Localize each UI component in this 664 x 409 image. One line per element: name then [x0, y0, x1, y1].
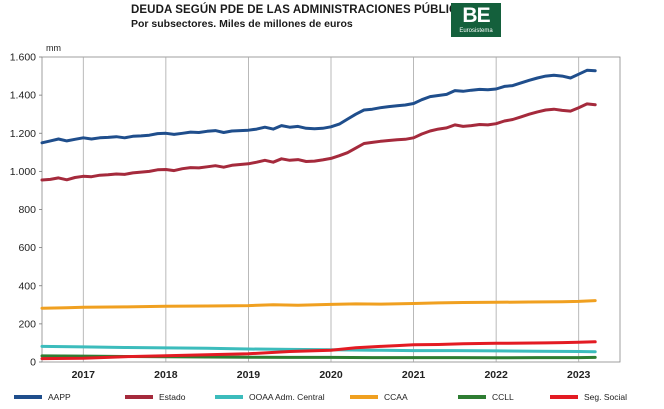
legend-label: CCLL [492, 392, 514, 402]
y-tick-label: 200 [18, 318, 36, 330]
y-tick-label: 600 [18, 242, 36, 254]
series-line-aapp [40, 68, 597, 145]
legend-label: Seg. Social [584, 392, 627, 402]
legend-item: CCAA [350, 389, 408, 405]
x-tick-label: 2021 [402, 369, 426, 381]
x-tick-label: 2022 [484, 369, 508, 381]
series-line-ccaa [40, 299, 597, 310]
x-tick-label: 2018 [154, 369, 178, 381]
y-tick-label: 1.000 [10, 166, 36, 178]
legend-swatch [550, 395, 578, 399]
line-chart: mm 0 200 400 600 800 1.000 1.200 1.400 1.600 2017… [10, 43, 621, 381]
legend-item: OOAA Adm. Central [215, 389, 325, 405]
y-tick-label: 800 [18, 204, 36, 216]
x-axis: 2017 2018 2019 2020 2021 2022 2023 [72, 369, 591, 381]
chart-title: DEUDA SEGÚN PDE DE LAS ADMINISTRACIONES … [131, 4, 474, 16]
unit-label: mm [46, 43, 61, 53]
legend-label: Estado [159, 392, 186, 402]
legend-swatch [215, 395, 243, 399]
y-tick-label: 400 [18, 280, 36, 292]
series-lines [40, 68, 597, 361]
x-tick-label: 2020 [319, 369, 343, 381]
legend-label: AAPP [48, 392, 71, 402]
legend-swatch [350, 395, 378, 399]
legend-swatch [458, 395, 486, 399]
y-tick-label: 0 [30, 357, 36, 369]
legend-swatch [14, 395, 42, 399]
legend-swatch [125, 395, 153, 399]
chart-subtitle: Por subsectores. Miles de millones de eu… [131, 18, 353, 30]
logo-subtext: Eurosistema [459, 28, 493, 34]
banco-espana-logo: BE Eurosistema [451, 3, 501, 37]
legend-label: CCAA [384, 392, 408, 402]
grid-lines [41, 56, 621, 363]
y-tick-label: 1.400 [10, 90, 36, 102]
legend-label: OOAA Adm. Central [249, 392, 325, 402]
x-tick-label: 2023 [567, 369, 591, 381]
chart-legend: AAPP Estado OOAA Adm. Central CCAA CCLL Seg. … [0, 389, 664, 409]
x-tick-label: 2019 [237, 369, 261, 381]
x-tick-label: 2017 [72, 369, 96, 381]
y-tick-label: 1.200 [10, 128, 36, 140]
legend-item: AAPP [14, 389, 71, 405]
y-axis: mm 0 200 400 600 800 1.000 1.200 1.400 1.600 [10, 43, 61, 369]
legend-item: CCLL [458, 389, 514, 405]
y-tick-label: 1.600 [10, 52, 36, 64]
legend-item: Seg. Social [550, 389, 627, 405]
logo-text: BE [462, 4, 490, 27]
legend-item: Estado [125, 389, 185, 405]
series-line-seg-social [40, 340, 597, 361]
series-line-estado [40, 102, 597, 182]
